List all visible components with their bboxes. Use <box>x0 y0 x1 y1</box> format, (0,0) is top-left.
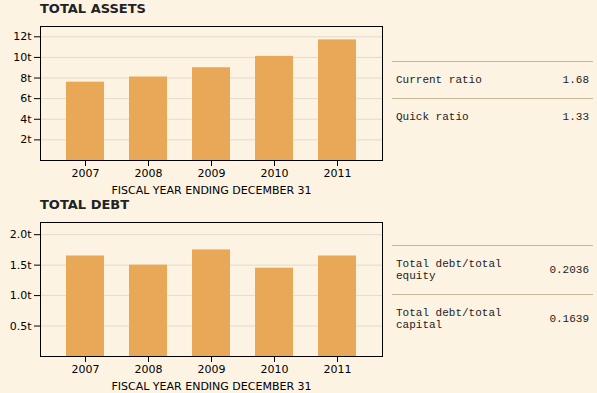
svg-text:2009: 2009 <box>198 167 226 180</box>
svg-text:1.0t: 1.0t <box>10 289 32 302</box>
svg-text:2011: 2011 <box>324 167 352 180</box>
html-text:1.33: 1.33 <box>562 111 589 123</box>
svg-text:2007: 2007 <box>72 167 100 180</box>
svg-text:FISCAL YEAR ENDING DECEMBER 31: FISCAL YEAR ENDING DECEMBER 31 <box>111 184 311 197</box>
html-text:Current ratio: Current ratio <box>396 74 482 86</box>
svg-text:0.5t: 0.5t <box>10 320 32 333</box>
html-text:0.1639: 0.1639 <box>549 313 589 325</box>
svg-text:2.0t: 2.0t <box>10 228 32 241</box>
svg-text:4t: 4t <box>20 113 32 126</box>
svg-text:FISCAL YEAR ENDING DECEMBER 31: FISCAL YEAR ENDING DECEMBER 31 <box>111 380 311 393</box>
svg-text:6t: 6t <box>20 92 32 105</box>
svg-text:2008: 2008 <box>135 167 163 180</box>
html-text:Quick ratio: Quick ratio <box>396 111 469 123</box>
html-text:0.2036: 0.2036 <box>549 264 589 276</box>
svg-text:2008: 2008 <box>135 363 163 376</box>
svg-text:1.5t: 1.5t <box>10 259 32 272</box>
html-text:Total debt/total capital: Total debt/total capital <box>396 307 502 331</box>
svg-text:2010: 2010 <box>261 363 289 376</box>
html-text:TOTAL ASSETS: TOTAL ASSETS <box>40 1 146 16</box>
svg-text:2007: 2007 <box>72 363 100 376</box>
svg-text:2009: 2009 <box>198 363 226 376</box>
html-text:TOTAL DEBT: TOTAL DEBT <box>40 197 130 212</box>
svg-text:10t: 10t <box>13 51 32 64</box>
svg-text:2t: 2t <box>20 133 32 146</box>
svg-text:12t: 12t <box>13 30 32 43</box>
svg-text:2011: 2011 <box>324 363 352 376</box>
html-text:1.68: 1.68 <box>562 74 589 86</box>
svg-text:2010: 2010 <box>261 167 289 180</box>
svg-text:8t: 8t <box>20 72 32 85</box>
html-text:Total debt/total equity: Total debt/total equity <box>396 258 502 282</box>
